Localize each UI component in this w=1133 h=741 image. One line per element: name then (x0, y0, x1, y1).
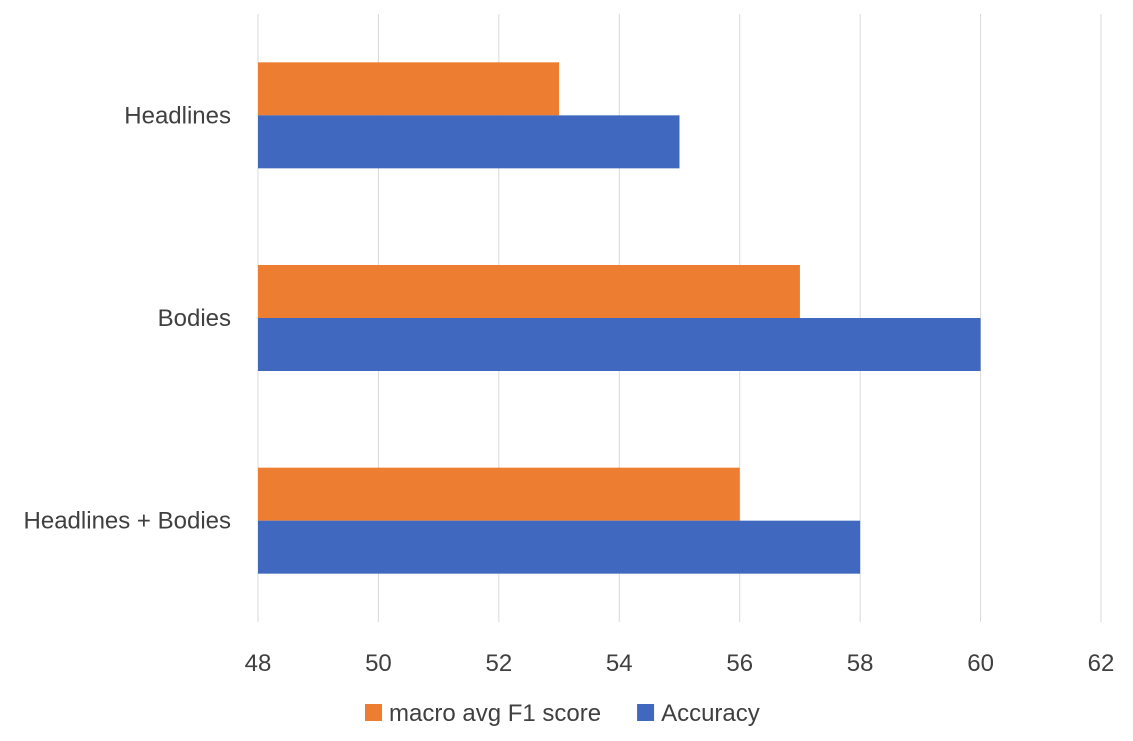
x-tick-label: 52 (486, 650, 513, 677)
legend-swatch (637, 704, 655, 721)
x-tick-label: 50 (365, 650, 392, 677)
x-tick-label: 54 (606, 650, 633, 677)
bar-headlines-bodies-accuracy (258, 520, 861, 574)
category-label: Headlines + Bodies (24, 508, 231, 535)
category-labels: Headlines Bodies Headlines + Bodies (24, 102, 231, 534)
legend-label: macro avg F1 score (389, 700, 601, 727)
bar-headlines-accuracy (258, 115, 680, 169)
legend: macro avg F1 score Accuracy (365, 700, 760, 727)
bar-bodies-accuracy (258, 318, 981, 371)
x-tick-labels: 48 50 52 54 56 58 60 62 (245, 650, 1115, 677)
legend-label: Accuracy (661, 700, 760, 727)
bar-headlines-macro-avg-f1-score (258, 62, 560, 116)
x-tick-label: 56 (726, 650, 753, 677)
bar-headlines-bodies-macro-avg-f1-score (258, 467, 740, 521)
category-label: Bodies (158, 305, 231, 332)
x-tick-label: 48 (245, 650, 272, 677)
x-tick-label: 62 (1088, 650, 1115, 677)
category-label: Headlines (124, 102, 231, 129)
legend-swatch (365, 704, 382, 721)
bar-bodies-macro-avg-f1-score (258, 265, 800, 318)
x-tick-label: 60 (967, 650, 994, 677)
x-tick-label: 58 (847, 650, 874, 677)
bars (258, 62, 981, 574)
